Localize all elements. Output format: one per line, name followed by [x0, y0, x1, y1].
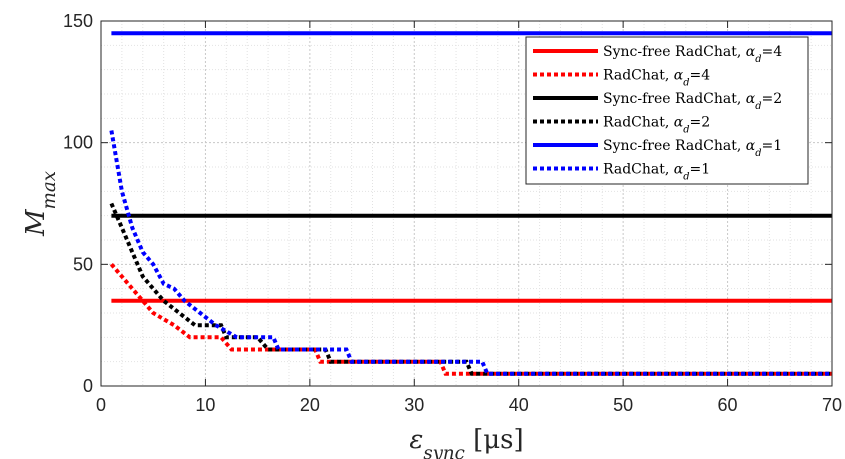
- x-tick-label: 10: [195, 395, 215, 415]
- legend-label-6: RadChat, αd=1: [603, 162, 710, 183]
- y-tick-label: 150: [63, 11, 93, 31]
- legend-label-5: Sync-free RadChat, αd=1: [603, 138, 782, 159]
- x-tick-label: 60: [718, 395, 738, 415]
- legend-label-4: RadChat, αd=2: [603, 115, 710, 136]
- axes: 0 10 20 30 40 50 60 70 0 50 100 150 εsync [μs] Mmax: [21, 11, 842, 459]
- x-axis-label: εsync [μs]: [409, 425, 523, 459]
- y-axis-label: Mmax: [21, 171, 60, 237]
- plot-area: [109, 31, 832, 376]
- legend-label-1: Sync-free RadChat, αd=4: [603, 44, 782, 65]
- y-tick-label: 0: [83, 376, 93, 396]
- y-tick-label: 100: [63, 133, 93, 153]
- axes-box: [100, 20, 833, 387]
- x-tick-label: 20: [300, 395, 320, 415]
- x-tick-label: 30: [404, 395, 424, 415]
- legend-label-3: Sync-free RadChat, αd=2: [603, 91, 782, 112]
- x-tick-label: 70: [822, 395, 842, 415]
- series-line-6: [109, 130, 832, 376]
- series-line-2: [109, 262, 832, 376]
- legend-label-2: RadChat, αd=4: [603, 68, 710, 89]
- x-tick-label: 40: [509, 395, 529, 415]
- x-tick-label: 50: [613, 395, 633, 415]
- x-tick-label: 0: [96, 395, 106, 415]
- y-tick-label: 50: [73, 254, 93, 274]
- legend-box: [525, 36, 809, 185]
- series-line-4: [109, 202, 832, 376]
